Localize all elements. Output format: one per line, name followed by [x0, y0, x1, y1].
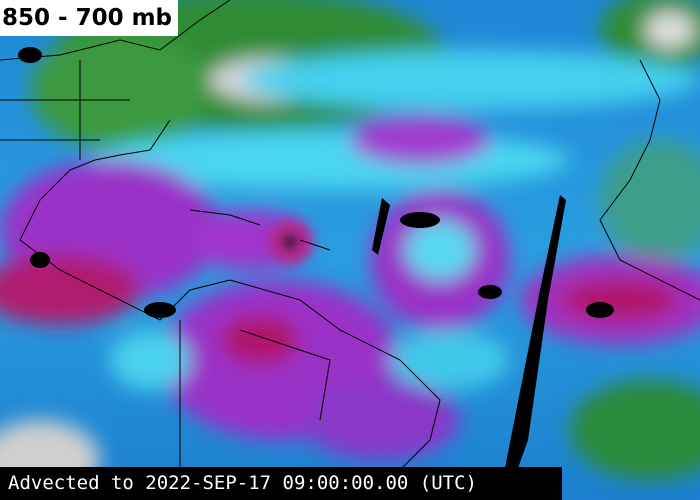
data-gaps	[372, 195, 566, 468]
islands	[18, 47, 614, 318]
coastlines	[0, 0, 700, 480]
timestamp-bar: Advected to 2022-SEP-17 09:00:00.00 (UTC…	[0, 467, 562, 500]
hurricane-swirl	[268, 220, 312, 264]
level-label: 850 - 700 mb	[0, 0, 179, 36]
